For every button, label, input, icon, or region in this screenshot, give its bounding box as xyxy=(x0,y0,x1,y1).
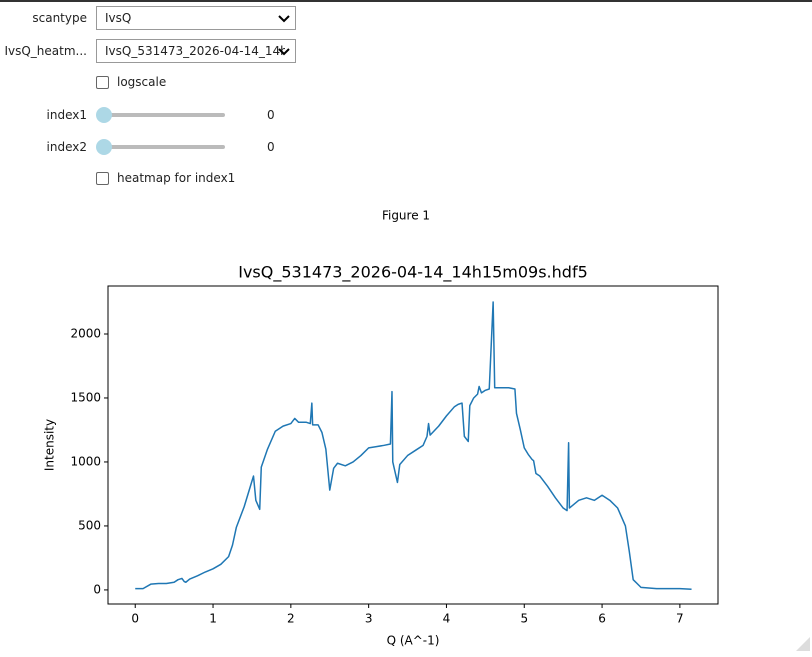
label: IvsQ_heatm... xyxy=(4,44,87,58)
label: index2 xyxy=(46,140,87,154)
figure: Figure 1 IvsQ_531473_2026-04-14_14h15m09… xyxy=(43,209,810,651)
x-tick-label: 2 xyxy=(287,612,295,626)
x-tick-label: 5 xyxy=(520,612,528,626)
slider-handle[interactable] xyxy=(96,107,112,123)
x-tick-label: 4 xyxy=(443,612,451,626)
y-tick-label: 0 xyxy=(93,582,101,596)
x-tick-label: 6 xyxy=(598,612,606,626)
index2-row: index2 0 xyxy=(0,134,275,160)
checkbox[interactable] xyxy=(96,171,109,185)
heatmap-index-row: heatmap for index1 xyxy=(0,165,235,191)
x-tick-label: 0 xyxy=(131,612,139,626)
dropdown-value: IvsQ_531473_2026-04-14_14h xyxy=(105,44,285,58)
heatmap-row: IvsQ_heatm... IvsQ_531473_2026-04-14_14h xyxy=(0,38,296,64)
y-tick-label: 500 xyxy=(78,518,101,532)
y-axis-label: Intensity xyxy=(43,419,57,471)
y-tick-label: 1000 xyxy=(70,454,101,468)
label: index1 xyxy=(46,108,87,122)
chevron xyxy=(278,15,290,23)
resize-handle[interactable] xyxy=(796,637,810,651)
dropdown-value: IvsQ xyxy=(105,11,132,25)
logscale-row: logscale xyxy=(0,69,166,95)
x-tick-label: 7 xyxy=(676,612,684,626)
chart-title: IvsQ_531473_2026-04-14_14h15m09s.hdf5 xyxy=(238,263,588,283)
cell-border xyxy=(0,0,812,2)
slider[interactable] xyxy=(96,107,225,123)
x-tick-label: 1 xyxy=(209,612,217,626)
x-tick-label: 3 xyxy=(365,612,373,626)
index1-row: index1 0 xyxy=(0,102,275,128)
checkbox-label: heatmap for index1 xyxy=(117,171,236,185)
slider-value: 0 xyxy=(267,108,275,122)
dropdown[interactable]: IvsQ xyxy=(96,6,296,30)
x-axis-label: Q (A^-1) xyxy=(387,634,440,648)
checkbox-label: logscale xyxy=(117,75,167,89)
label: scantype xyxy=(32,11,87,25)
slider-handle[interactable] xyxy=(96,139,112,155)
data-line xyxy=(135,301,692,591)
dropdown[interactable]: IvsQ_531473_2026-04-14_14h xyxy=(96,39,296,63)
checkbox[interactable] xyxy=(96,75,109,89)
slider[interactable] xyxy=(96,139,225,155)
y-tick-label: 1500 xyxy=(70,390,101,404)
scantype-row: scantype IvsQ xyxy=(0,5,296,31)
chevron xyxy=(278,48,290,56)
axes-frame xyxy=(107,285,719,605)
y-tick-label: 2000 xyxy=(70,326,101,340)
slider-value: 0 xyxy=(267,140,275,154)
figure-label: Figure 1 xyxy=(382,209,430,223)
